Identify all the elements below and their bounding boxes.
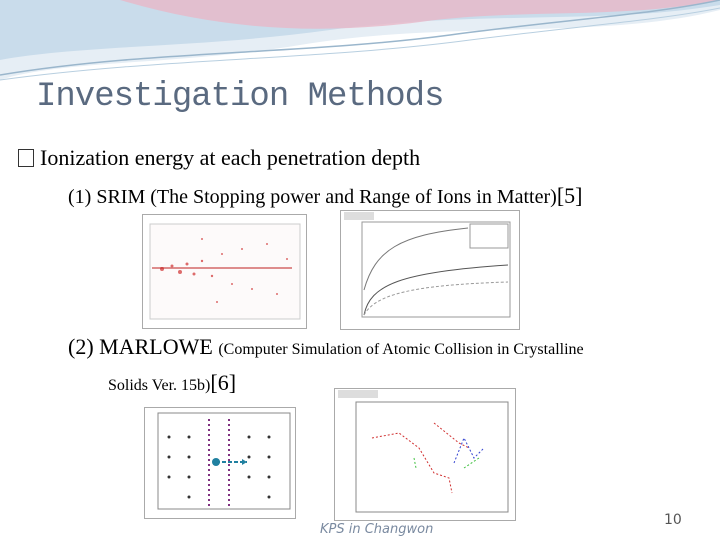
stopping-power-plot (340, 210, 520, 330)
bullet-icon (18, 149, 34, 167)
crystal-plot (144, 407, 296, 519)
bullet-text: Ionization energy at each penetration de… (40, 145, 421, 170)
page-number: 10 (664, 512, 682, 528)
bullet: Ionization energy at each penetration de… (18, 145, 420, 171)
list-item: (1) SRIM (The Stopping power and Range o… (68, 183, 582, 209)
trajectory-plot (334, 388, 516, 521)
item-label: (1) SRIM (The Stopping power and Range o… (68, 186, 557, 208)
srim-plot (142, 214, 307, 329)
item-label: (2) MARLOWE (68, 334, 213, 359)
footer-text: KPS in Changwon (320, 522, 434, 537)
header-decoration (0, 0, 720, 81)
item-description: Solids Ver. 15b) (108, 377, 211, 394)
list-item-continued: Solids Ver. 15b)[6] (108, 370, 236, 396)
item-description: (Computer Simulation of Atomic Collision… (218, 341, 584, 358)
item-ref: [6] (210, 370, 237, 395)
list-item: (2) MARLOWE (Computer Simulation of Atom… (68, 334, 584, 360)
item-ref: [5] (556, 183, 583, 208)
slide-title: Investigation Methods (36, 78, 444, 116)
